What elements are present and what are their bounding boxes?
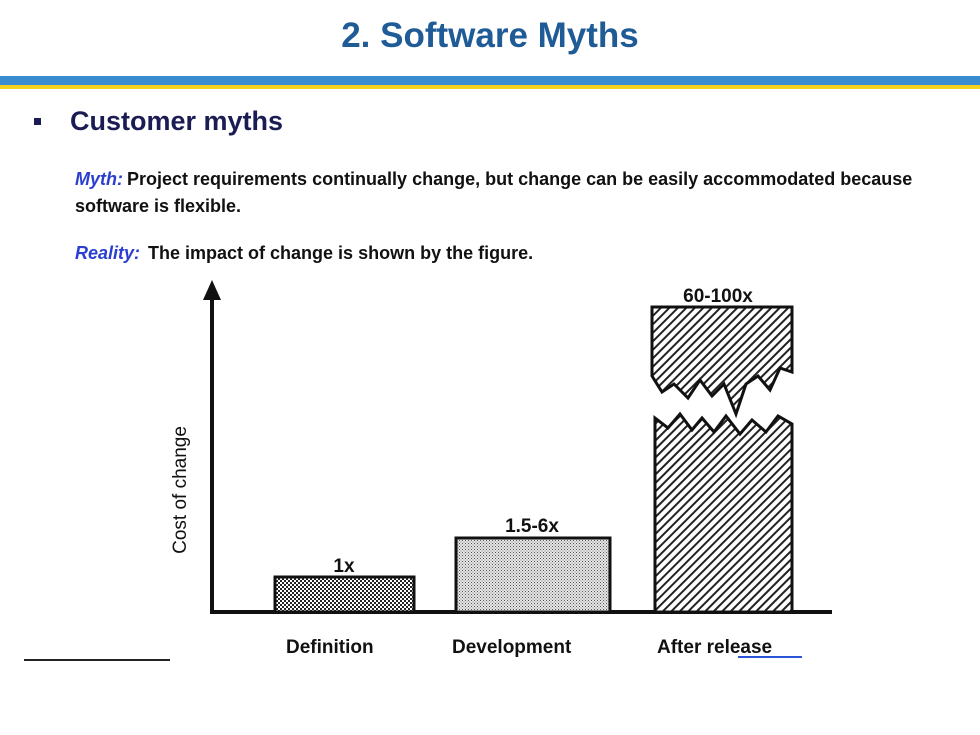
reality-paragraph: Reality: The impact of change is shown by… xyxy=(75,240,945,267)
bar-label-definition: 1x xyxy=(333,556,355,577)
bar-development xyxy=(454,536,612,614)
title-rule-yellow xyxy=(0,85,980,89)
bar-label-development: 1.5-6x xyxy=(505,516,559,537)
bar-definition xyxy=(273,575,416,614)
title-rule-blue xyxy=(0,76,980,85)
myth-text: Project requirements continually change,… xyxy=(75,169,913,216)
footer-line xyxy=(24,659,170,661)
bar-label-after-release: 60-100x xyxy=(683,286,753,307)
y-axis-arrow-icon xyxy=(203,280,221,300)
spellcheck-underline xyxy=(738,656,802,658)
category-development: Development xyxy=(452,637,572,658)
bar-after-release-upper xyxy=(650,305,794,419)
category-definition: Definition xyxy=(286,637,374,658)
cost-of-change-figure: Cost of change 1x 1.5-6x 60-100x xyxy=(170,280,832,614)
section-heading: Customer myths xyxy=(70,106,284,136)
bar-after-release-lower xyxy=(653,411,794,614)
category-after-release: After release xyxy=(657,637,773,658)
y-axis-label: Cost of change xyxy=(170,426,191,554)
myth-paragraph: Myth: Project requirements continually ch… xyxy=(75,166,945,220)
reality-text: The impact of change is shown by the fig… xyxy=(148,243,534,263)
myth-label: Myth: xyxy=(75,169,123,189)
slide-title: 2. Software Myths xyxy=(341,16,639,55)
bullet-icon xyxy=(34,118,41,125)
reality-label: Reality: xyxy=(75,243,141,263)
